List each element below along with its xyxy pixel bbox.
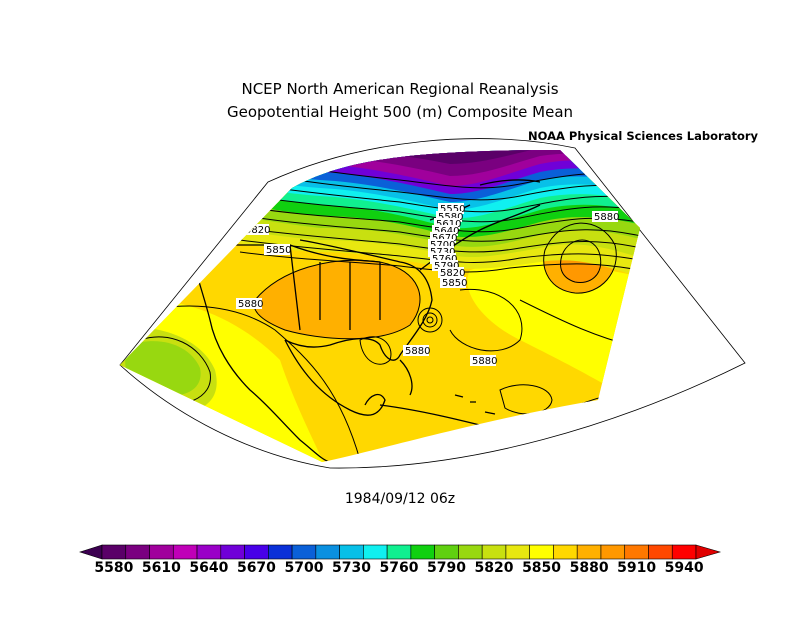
colorbar-segments <box>79 544 722 560</box>
colorbar-tick-label: 5700 <box>284 560 324 576</box>
contour-label-east-5730: 5730 <box>428 246 455 258</box>
colorbar-segment <box>268 544 293 560</box>
contour-label-east-5820: 5820 <box>438 267 465 279</box>
colorbar-segment <box>576 544 602 560</box>
colorbar-tick-label: 5760 <box>379 560 419 576</box>
colorbar-under-arrow <box>79 544 103 560</box>
map-subtitle: Geopotential Height 500 (m) Composite Me… <box>226 103 574 121</box>
svg-text:5880: 5880 <box>405 346 430 357</box>
colorbar-over-arrow <box>695 544 722 560</box>
colorbar-segment <box>481 544 507 560</box>
contour-label-east-5760: 5760 <box>430 253 457 265</box>
colorbar-tick-label: 5670 <box>236 560 276 576</box>
colorbar-segment <box>671 544 697 560</box>
contour-label-east-5550: 5550 <box>438 203 465 215</box>
colorbar-segment <box>244 544 269 560</box>
contour-label-east-5610: 5610 <box>434 218 461 230</box>
contour-label-central-atlantic-5880: 5880 <box>470 355 497 367</box>
svg-text:5670: 5670 <box>432 233 457 244</box>
lab-credit: NOAA Physical Sciences Laboratory <box>528 129 759 143</box>
svg-text:5880: 5880 <box>238 299 263 310</box>
colorbar-segment <box>172 544 198 560</box>
colorbar-segment <box>363 544 388 560</box>
contour-label-east-5670: 5670 <box>430 232 457 244</box>
colorbar-tick-label: 5850 <box>522 560 562 576</box>
colorbar-tick-label: 5790 <box>427 560 466 576</box>
colorbar-segment <box>386 544 412 560</box>
colorbar-tick-label: 5580 <box>94 560 134 576</box>
svg-text:5730: 5730 <box>430 247 455 258</box>
contour-label-west-5880: 5880 <box>236 298 263 310</box>
colorbar-segment <box>624 544 649 560</box>
map-title: NCEP North American Regional Reanalysis <box>241 80 559 98</box>
svg-text:5610: 5610 <box>436 219 461 230</box>
colorbar-segment <box>505 544 530 560</box>
contour-label-east-5580: 5580 <box>436 211 463 223</box>
svg-text:5880: 5880 <box>472 356 497 367</box>
contour-label-east-5850: 5850 <box>440 277 467 289</box>
contour-label-atlantic-high-5880: 5880 <box>592 211 619 223</box>
contour-label-west-5820: 5820 <box>243 224 270 236</box>
svg-text:5820: 5820 <box>245 225 270 236</box>
colorbar-tick-label: 5910 <box>617 560 657 576</box>
colorbar-segment <box>648 544 673 560</box>
colorbar-segment <box>101 544 127 560</box>
colorbar-segment <box>434 544 459 560</box>
svg-text:5820: 5820 <box>440 268 465 279</box>
colorbar-tick-label: 5940 <box>664 560 704 576</box>
colorbar-segment <box>339 544 364 560</box>
svg-text:5700: 5700 <box>430 240 455 251</box>
valid-time-label: 1984/09/12 06z <box>344 491 456 507</box>
contour-label-gulf-5880: 5880 <box>403 345 430 357</box>
svg-text:5550: 5550 <box>440 204 465 215</box>
colorbar-segment <box>529 544 554 560</box>
contour-label-west-5850: 5850 <box>264 244 291 256</box>
colorbar-segment <box>458 544 483 560</box>
colorbar-segment <box>410 544 435 560</box>
svg-text:5790: 5790 <box>434 261 459 272</box>
svg-text:5760: 5760 <box>432 254 457 265</box>
colorbar-segment <box>315 544 340 560</box>
contour-label-east-5790: 5790 <box>432 260 459 272</box>
colorbar-segment <box>125 544 150 560</box>
colorbar-tick-label: 5820 <box>474 560 514 576</box>
svg-text:5880: 5880 <box>594 212 619 223</box>
svg-text:5850: 5850 <box>442 278 467 289</box>
colorbar-segment <box>220 544 245 560</box>
colorbar-segment <box>149 544 174 560</box>
colorbar-tick-label: 5730 <box>331 560 371 576</box>
colorbar-segment <box>291 544 317 560</box>
contour-label-east-5640: 5640 <box>432 225 459 237</box>
colorbar-tick-label: 5610 <box>141 560 181 576</box>
colorbar-segment <box>600 544 626 560</box>
projection-frame <box>119 138 746 469</box>
colorbar-tick-label: 5640 <box>189 560 229 576</box>
colorbar-segment <box>553 544 578 560</box>
svg-text:5640: 5640 <box>434 226 459 237</box>
contour-label-east-5700: 5700 <box>428 239 455 251</box>
svg-text:5580: 5580 <box>438 212 463 223</box>
colorbar-tick-label: 5880 <box>569 560 609 576</box>
svg-text:5850: 5850 <box>266 245 291 256</box>
colorbar-segment <box>196 544 222 560</box>
